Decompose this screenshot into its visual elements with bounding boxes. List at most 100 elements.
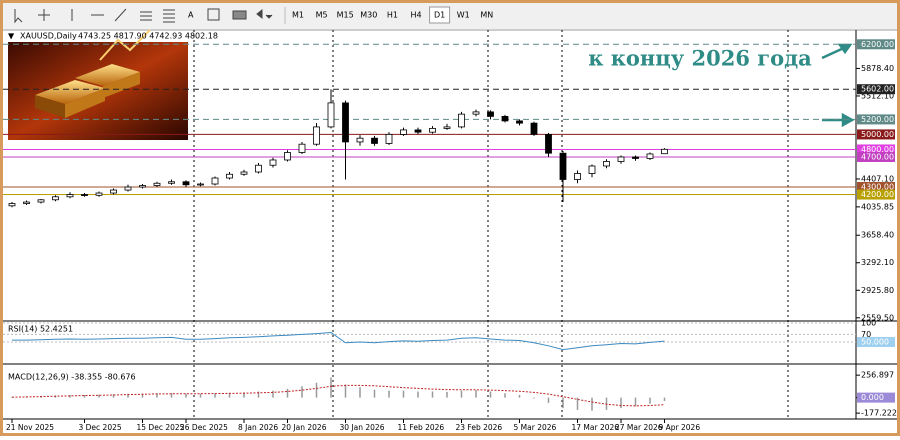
thumbnail xyxy=(8,29,188,140)
candle-body xyxy=(356,137,364,143)
candle-body xyxy=(443,126,451,129)
candle-body xyxy=(574,173,581,180)
candle-body xyxy=(240,171,248,175)
candle-body xyxy=(66,194,74,198)
macd-tick-label: 256.897 xyxy=(861,371,894,380)
y-tick-label: 4035.85 xyxy=(861,202,894,211)
candle-body xyxy=(545,134,552,154)
toolbar-icons: A xyxy=(14,7,286,24)
candle-body xyxy=(617,156,625,162)
annotation: к концу 2026 года xyxy=(588,46,812,71)
macd-label: MACD(12,26,9) -38.355 -80.676 xyxy=(8,373,136,382)
level-box xyxy=(857,182,895,193)
candle-body xyxy=(298,143,306,153)
candle-body xyxy=(313,126,320,145)
candle-body xyxy=(588,165,596,174)
y-tick-label: 3292.10 xyxy=(861,258,894,267)
level-box xyxy=(857,39,895,50)
y-tick-label: 4407.10 xyxy=(861,174,894,183)
y-tick-label: 5512.10 xyxy=(861,91,894,100)
level-label: 4300.00 xyxy=(861,183,894,192)
x-tick-label: 27 Mar 2026 xyxy=(615,423,663,432)
timeframe-button[interactable]: H4 xyxy=(410,11,421,20)
x-tick-label: 21 Nov 2025 xyxy=(6,423,54,432)
x-tick-label: 17 Mar 2026 xyxy=(572,423,620,432)
text-tool[interactable]: A xyxy=(188,11,194,20)
candle-body xyxy=(255,164,262,173)
candle-body xyxy=(269,159,277,166)
timeframe-button[interactable]: M5 xyxy=(316,11,328,20)
level-label: 5200.00 xyxy=(861,115,894,124)
candle-body xyxy=(284,152,291,161)
level-label: 4800.00 xyxy=(861,145,894,154)
x-tick-label: 9 Apr 2026 xyxy=(659,423,701,432)
y-tick-label: 3658.40 xyxy=(861,231,894,240)
candle-body xyxy=(182,181,190,186)
candle-body xyxy=(400,129,407,135)
rect-tool[interactable] xyxy=(232,10,247,20)
gold-bar xyxy=(65,88,105,118)
level-label: 6200.00 xyxy=(861,40,894,49)
ohlc: 4743.25 4817.90 4742.93 4802.18 xyxy=(78,32,218,41)
rsi-box xyxy=(857,337,895,347)
x-tick-label: 11 Feb 2026 xyxy=(398,423,445,432)
header-arrow[interactable]: ▼ xyxy=(8,32,15,41)
arrows-tool[interactable] xyxy=(256,8,273,20)
timeframe-button[interactable]: M1 xyxy=(292,11,304,20)
rsi-box-label: 50.000 xyxy=(861,338,889,347)
arrowhead xyxy=(841,112,855,128)
timeframe-button[interactable]: M30 xyxy=(360,11,377,20)
symbol: XAUUSD,Daily xyxy=(20,32,77,41)
gold-bar xyxy=(35,80,105,104)
timeframe-button[interactable]: W1 xyxy=(457,11,470,20)
timeframes: M1 M5 M15 M30 H1 H4 D1 W1 MN xyxy=(292,6,493,24)
candle-body xyxy=(501,115,509,122)
timeframe-button[interactable]: M15 xyxy=(337,11,354,20)
trendline-tool[interactable] xyxy=(114,8,127,22)
cursor-tool[interactable] xyxy=(14,9,23,24)
candle-body xyxy=(168,181,175,184)
candle-body xyxy=(385,134,393,144)
x-tick-label: 23 Feb 2026 xyxy=(456,423,503,432)
candle-body xyxy=(371,137,378,144)
candle-body xyxy=(530,122,538,135)
candle-body xyxy=(472,111,480,115)
candle-body xyxy=(342,102,349,143)
rsi-tick-label: 70 xyxy=(861,330,871,339)
x-tick-label: 3 Dec 2025 xyxy=(79,423,122,432)
active-timeframe xyxy=(429,6,451,24)
level-box xyxy=(857,129,895,140)
candle-body xyxy=(559,152,567,180)
glow-line xyxy=(99,29,151,61)
level-box xyxy=(857,144,895,155)
fibo-tool[interactable] xyxy=(163,9,175,23)
arrowhead xyxy=(837,43,853,55)
candle-body xyxy=(52,196,59,201)
macd-tick-label: 0.000 xyxy=(861,393,884,402)
timeframe-button[interactable]: D1 xyxy=(434,11,445,20)
macd-signal xyxy=(11,384,665,407)
candle-body xyxy=(429,128,436,133)
candle-body xyxy=(139,185,146,188)
rsi-label: RSI(14) 52.4251 xyxy=(8,325,73,334)
timeframe-button[interactable]: MN xyxy=(480,11,493,20)
timeframe-button[interactable]: H1 xyxy=(387,11,398,20)
channel-tool[interactable] xyxy=(140,11,152,21)
crosshair-tool[interactable] xyxy=(38,9,50,21)
macd-tick-label: -177.222 xyxy=(861,409,897,418)
candle-body xyxy=(95,192,103,196)
candle-body xyxy=(23,201,30,204)
label-tool[interactable] xyxy=(207,8,220,21)
macd-box xyxy=(857,392,895,403)
candle-body xyxy=(226,173,233,179)
x-tick-label: 5 Mar 2026 xyxy=(514,423,557,432)
gold-bar xyxy=(75,64,140,86)
candle-body xyxy=(327,102,335,128)
candle-body xyxy=(661,148,668,155)
level-box xyxy=(857,84,895,95)
candle-body xyxy=(487,111,494,117)
rsi-tick-label: 100 xyxy=(861,319,876,328)
candle-body xyxy=(516,120,523,124)
candle-body xyxy=(632,156,639,159)
level-label: 5000.00 xyxy=(861,130,894,139)
